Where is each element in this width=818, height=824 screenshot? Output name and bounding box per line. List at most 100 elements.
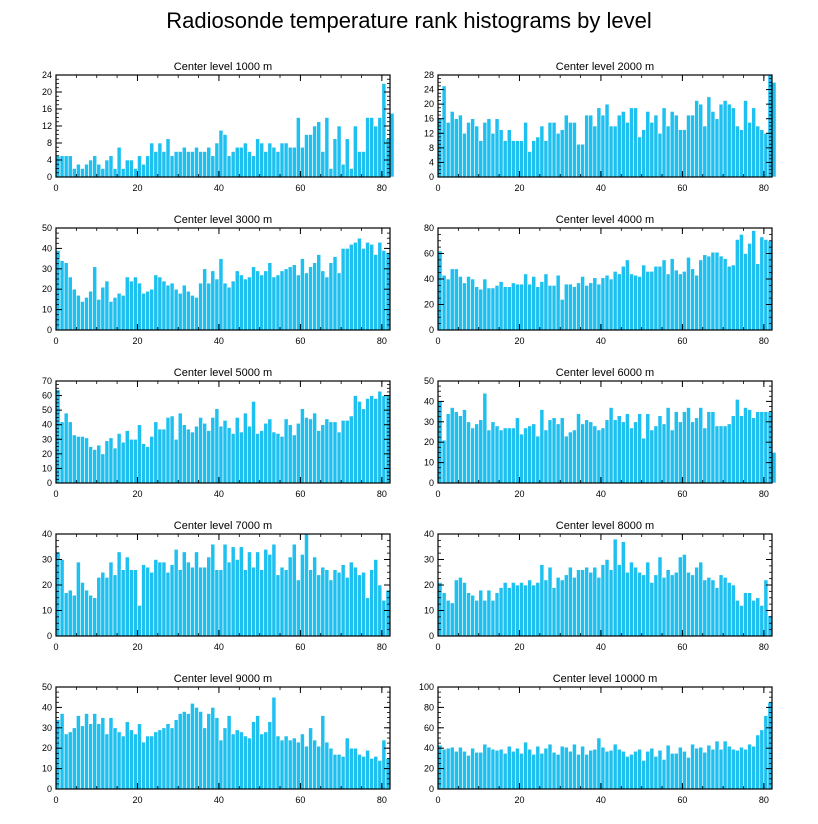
x-tick-label: 80 (377, 336, 387, 346)
bar (312, 739, 317, 790)
x-tick-label: 20 (132, 642, 142, 652)
bar (751, 417, 757, 484)
bar (547, 743, 553, 790)
bar (490, 599, 496, 637)
bar (243, 735, 248, 790)
bar (259, 569, 265, 637)
bar (580, 745, 585, 790)
bar (665, 744, 671, 790)
bar (133, 569, 138, 637)
bar (124, 276, 130, 331)
bar (96, 444, 102, 484)
y-tick-label: 10 (42, 764, 52, 774)
bar (120, 569, 126, 637)
bar (657, 749, 663, 790)
bar (649, 582, 655, 637)
bar (324, 741, 330, 790)
bar (563, 574, 569, 637)
bar (287, 266, 293, 331)
bar (588, 421, 594, 484)
bar (381, 739, 387, 790)
bar (181, 551, 187, 637)
bar (458, 114, 463, 178)
bar (702, 254, 708, 331)
bar (304, 417, 309, 484)
bar (710, 748, 716, 790)
bar (482, 278, 488, 331)
y-tick-label: 0 (47, 631, 52, 641)
bar (116, 551, 122, 637)
bar (559, 299, 565, 331)
bar (678, 421, 683, 484)
bar (682, 411, 687, 484)
bar (494, 425, 500, 484)
bar (600, 427, 606, 484)
bar (625, 571, 630, 637)
bar (458, 415, 463, 484)
x-tick-label: 40 (596, 183, 606, 193)
bar (563, 114, 569, 178)
bar (511, 750, 516, 790)
bar (453, 750, 459, 790)
bar (389, 112, 395, 178)
bar (369, 569, 375, 637)
bar (336, 571, 342, 637)
bar (129, 729, 134, 790)
bar (222, 134, 228, 178)
bar (88, 290, 93, 331)
bar (340, 248, 346, 331)
bar (287, 556, 293, 637)
x-tick-label: 0 (53, 795, 58, 805)
y-tick-label: 70 (42, 376, 52, 386)
bar (686, 114, 691, 178)
bar (206, 713, 212, 790)
bar (300, 554, 305, 637)
bar (55, 389, 61, 484)
bar (137, 424, 142, 484)
bar (739, 605, 744, 637)
bar (210, 270, 216, 331)
bar (336, 272, 342, 331)
bar (494, 118, 500, 178)
bar (340, 756, 346, 790)
bar (759, 129, 765, 178)
y-tick-label: 4 (47, 155, 52, 165)
bar (63, 412, 69, 484)
bar (498, 281, 504, 331)
bar (230, 546, 236, 637)
bar (365, 597, 370, 637)
bar (511, 427, 516, 484)
y-tick-label: 0 (429, 325, 434, 335)
bar (698, 259, 704, 331)
y-tick-label: 12 (42, 121, 52, 131)
bar (482, 392, 488, 484)
bar (291, 146, 297, 178)
bar (275, 433, 281, 484)
bar (739, 746, 744, 790)
bar (482, 122, 488, 178)
x-tick-label: 20 (514, 642, 524, 652)
bar (120, 735, 126, 790)
bar (482, 743, 488, 790)
bar (165, 284, 171, 331)
bar (161, 280, 167, 331)
bar (190, 151, 195, 178)
bar (576, 282, 581, 331)
bar (682, 271, 687, 331)
bar (181, 146, 187, 178)
bar (238, 731, 244, 790)
bar (177, 412, 183, 484)
bar (124, 721, 130, 790)
bar (230, 151, 236, 178)
bar (747, 243, 752, 331)
bar (186, 713, 191, 790)
bar (238, 146, 244, 178)
bar (551, 417, 557, 484)
bar (108, 155, 114, 178)
bar (92, 449, 98, 484)
bar (641, 129, 647, 178)
bar (478, 140, 484, 178)
bar (145, 566, 150, 637)
bar (141, 443, 146, 484)
bar (247, 151, 252, 178)
